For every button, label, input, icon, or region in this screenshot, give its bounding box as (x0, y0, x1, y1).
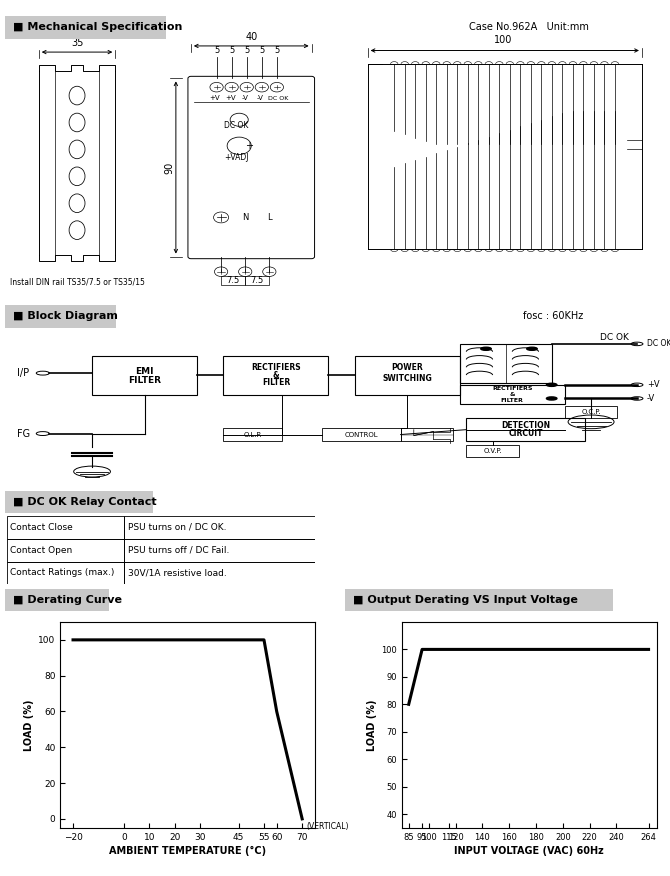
Text: DC OK: DC OK (268, 95, 289, 101)
Bar (460, 344, 551, 383)
Bar (223, 356, 328, 394)
Text: (VERTICAL): (VERTICAL) (306, 823, 348, 831)
Text: &: & (509, 392, 515, 397)
Text: O.V.P.: O.V.P. (483, 449, 502, 454)
Bar (466, 418, 584, 442)
Text: FILTER: FILTER (128, 377, 161, 385)
Bar (401, 427, 453, 442)
Text: PSU turns off / DC Fail.: PSU turns off / DC Fail. (127, 546, 229, 555)
Text: DC OK: DC OK (224, 121, 249, 130)
Text: 30V/1A resistive load.: 30V/1A resistive load. (127, 569, 226, 577)
Text: -V: -V (257, 95, 264, 101)
Text: 5: 5 (214, 46, 219, 54)
Text: fosc : 60KHz: fosc : 60KHz (523, 311, 583, 321)
Text: +VADJ: +VADJ (224, 153, 249, 162)
Text: 90: 90 (165, 161, 175, 173)
Circle shape (481, 347, 491, 350)
Bar (124, 539, 315, 562)
Text: +V: +V (647, 380, 659, 389)
Text: RECTIFIERS: RECTIFIERS (492, 386, 533, 392)
Text: CIRCUIT: CIRCUIT (508, 429, 543, 438)
Bar (565, 406, 617, 418)
Text: N: N (242, 213, 249, 222)
Circle shape (547, 397, 557, 400)
Bar (92, 356, 197, 394)
Bar (354, 356, 460, 394)
Bar (460, 385, 565, 405)
Text: FG: FG (17, 428, 29, 439)
Bar (223, 427, 283, 442)
Bar (7, 562, 124, 584)
Text: DETECTION: DETECTION (501, 421, 550, 430)
Text: +: + (245, 141, 253, 151)
Text: 5: 5 (244, 46, 249, 54)
Text: SWITCHING: SWITCHING (383, 374, 432, 384)
Text: EMI: EMI (135, 367, 154, 376)
Text: 7.5: 7.5 (226, 276, 240, 285)
Bar (124, 562, 315, 584)
X-axis label: AMBIENT TEMPERATURE (°C): AMBIENT TEMPERATURE (°C) (109, 846, 266, 856)
Text: -V: -V (242, 95, 249, 101)
Text: Contact Close: Contact Close (11, 523, 73, 532)
Text: FILTER: FILTER (501, 398, 524, 403)
Circle shape (547, 384, 557, 386)
Text: 5: 5 (229, 46, 234, 54)
Text: RECTIFIERS: RECTIFIERS (251, 363, 301, 371)
Bar (124, 516, 315, 539)
Text: Contact Open: Contact Open (11, 546, 72, 555)
Text: DC OK: DC OK (600, 333, 628, 342)
Text: PSU turns on / DC OK.: PSU turns on / DC OK. (127, 523, 226, 532)
Bar (466, 445, 519, 457)
Text: O.L.P.: O.L.P. (244, 432, 262, 437)
Bar (7, 539, 124, 562)
Text: 5: 5 (259, 46, 265, 54)
Text: L: L (267, 213, 271, 222)
Y-axis label: LOAD (%): LOAD (%) (24, 699, 34, 751)
Bar (7, 516, 124, 539)
Text: ■ Output Derating VS Input Voltage: ■ Output Derating VS Input Voltage (353, 595, 578, 605)
Y-axis label: LOAD (%): LOAD (%) (367, 699, 377, 751)
Text: DC OK: DC OK (647, 339, 670, 349)
Text: -V: -V (647, 394, 655, 403)
Text: I/P: I/P (17, 368, 29, 378)
Text: Install DIN rail TS35/7.5 or TS35/15: Install DIN rail TS35/7.5 or TS35/15 (9, 278, 145, 286)
Text: 40: 40 (245, 32, 257, 41)
Text: +V: +V (210, 95, 220, 101)
Text: ■ Mechanical Specification: ■ Mechanical Specification (13, 22, 183, 32)
Circle shape (527, 347, 537, 350)
Text: 7.5: 7.5 (251, 276, 264, 285)
Text: &: & (273, 371, 279, 379)
Text: CONTROL: CONTROL (344, 432, 378, 437)
Text: Contact Ratings (max.): Contact Ratings (max.) (11, 569, 115, 577)
Text: Case No.962A   Unit:mm: Case No.962A Unit:mm (469, 22, 589, 32)
Text: 35: 35 (71, 38, 83, 48)
Text: ■ DC OK Relay Contact: ■ DC OK Relay Contact (13, 497, 157, 507)
Bar (322, 427, 401, 442)
Text: O.C.P.: O.C.P. (582, 409, 601, 415)
Text: ■ Derating Curve: ■ Derating Curve (13, 595, 123, 605)
Text: FILTER: FILTER (262, 378, 290, 387)
Text: +V: +V (225, 95, 235, 101)
Text: 100: 100 (494, 35, 513, 45)
Bar (245, 276, 269, 285)
Bar (221, 276, 245, 285)
Text: POWER: POWER (391, 363, 423, 371)
X-axis label: INPUT VOLTAGE (VAC) 60Hz: INPUT VOLTAGE (VAC) 60Hz (454, 846, 604, 856)
Text: ■ Block Diagram: ■ Block Diagram (13, 311, 119, 321)
Text: 5: 5 (274, 46, 279, 54)
